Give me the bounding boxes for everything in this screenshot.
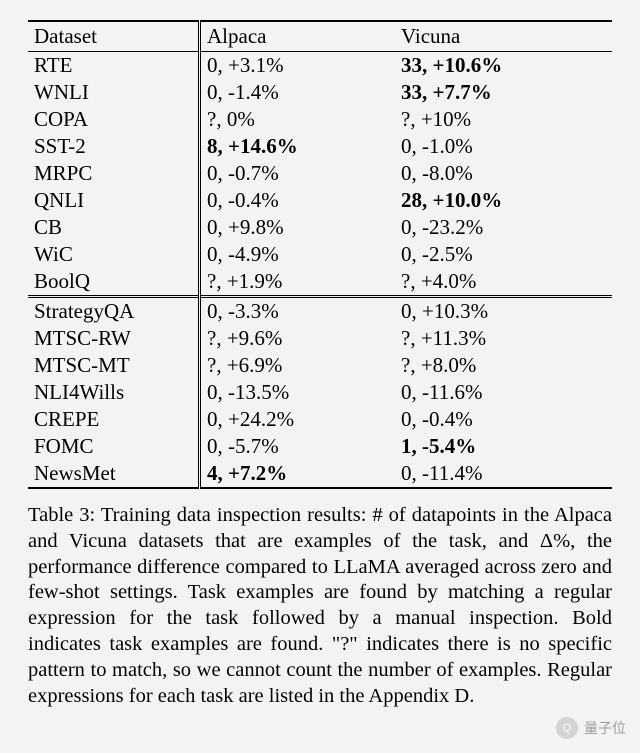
- watermark: Q 量子位: [556, 717, 626, 739]
- cell-alpaca: ?, +9.6%: [200, 325, 396, 352]
- table-row: WiC0, -4.9%0, -2.5%: [28, 241, 612, 268]
- cell-alpaca: 0, +9.8%: [200, 214, 396, 241]
- cell-vicuna: 0, -1.0%: [395, 133, 612, 160]
- watermark-text: 量子位: [584, 718, 626, 738]
- cell-alpaca: 0, -5.7%: [200, 433, 396, 460]
- results-table: Dataset Alpaca Vicuna RTE0, +3.1%33, +10…: [28, 20, 612, 489]
- cell-dataset: StrategyQA: [28, 297, 200, 326]
- cell-alpaca: 0, +3.1%: [200, 52, 396, 80]
- cell-dataset: WiC: [28, 241, 200, 268]
- cell-vicuna: 33, +10.6%: [395, 52, 612, 80]
- cell-vicuna: 0, -8.0%: [395, 160, 612, 187]
- cell-vicuna: 0, -23.2%: [395, 214, 612, 241]
- col-header-vicuna: Vicuna: [395, 21, 612, 52]
- cell-alpaca: 0, +24.2%: [200, 406, 396, 433]
- cell-vicuna: 0, +10.3%: [395, 297, 612, 326]
- cell-vicuna: 0, -2.5%: [395, 241, 612, 268]
- cell-alpaca: 0, -1.4%: [200, 79, 396, 106]
- cell-alpaca: ?, +1.9%: [200, 268, 396, 297]
- table-row: COPA?, 0%?, +10%: [28, 106, 612, 133]
- cell-vicuna: 0, -0.4%: [395, 406, 612, 433]
- table-row: MTSC-RW?, +9.6%?, +11.3%: [28, 325, 612, 352]
- cell-vicuna: 28, +10.0%: [395, 187, 612, 214]
- table-row: QNLI0, -0.4%28, +10.0%: [28, 187, 612, 214]
- cell-vicuna: 0, -11.6%: [395, 379, 612, 406]
- cell-dataset: BoolQ: [28, 268, 200, 297]
- table-row: CREPE0, +24.2%0, -0.4%: [28, 406, 612, 433]
- cell-dataset: WNLI: [28, 79, 200, 106]
- cell-dataset: NewsMet: [28, 460, 200, 488]
- cell-vicuna: ?, +11.3%: [395, 325, 612, 352]
- table-row: NLI4Wills0, -13.5%0, -11.6%: [28, 379, 612, 406]
- table-row: SST-28, +14.6%0, -1.0%: [28, 133, 612, 160]
- cell-alpaca: 0, -3.3%: [200, 297, 396, 326]
- table-row: BoolQ?, +1.9%?, +4.0%: [28, 268, 612, 297]
- cell-dataset: SST-2: [28, 133, 200, 160]
- cell-alpaca: ?, 0%: [200, 106, 396, 133]
- cell-vicuna: 1, -5.4%: [395, 433, 612, 460]
- col-header-alpaca: Alpaca: [200, 21, 396, 52]
- cell-alpaca: 0, -0.4%: [200, 187, 396, 214]
- cell-dataset: MTSC-MT: [28, 352, 200, 379]
- table-row: MRPC0, -0.7%0, -8.0%: [28, 160, 612, 187]
- col-header-dataset: Dataset: [28, 21, 200, 52]
- watermark-icon: Q: [556, 717, 578, 739]
- cell-dataset: CB: [28, 214, 200, 241]
- cell-dataset: RTE: [28, 52, 200, 80]
- cell-vicuna: ?, +8.0%: [395, 352, 612, 379]
- cell-alpaca: 0, -4.9%: [200, 241, 396, 268]
- table-row: CB0, +9.8%0, -23.2%: [28, 214, 612, 241]
- table-row: StrategyQA0, -3.3%0, +10.3%: [28, 297, 612, 326]
- table-row: NewsMet4, +7.2%0, -11.4%: [28, 460, 612, 488]
- table-row: MTSC-MT?, +6.9%?, +8.0%: [28, 352, 612, 379]
- table-caption: Table 3: Training data inspection result…: [28, 503, 612, 710]
- cell-vicuna: ?, +4.0%: [395, 268, 612, 297]
- cell-dataset: CREPE: [28, 406, 200, 433]
- cell-vicuna: 0, -11.4%: [395, 460, 612, 488]
- cell-dataset: FOMC: [28, 433, 200, 460]
- cell-alpaca: 4, +7.2%: [200, 460, 396, 488]
- table-row: WNLI0, -1.4%33, +7.7%: [28, 79, 612, 106]
- table-row: RTE0, +3.1%33, +10.6%: [28, 52, 612, 80]
- cell-dataset: COPA: [28, 106, 200, 133]
- cell-alpaca: 0, -13.5%: [200, 379, 396, 406]
- cell-dataset: MTSC-RW: [28, 325, 200, 352]
- cell-vicuna: ?, +10%: [395, 106, 612, 133]
- cell-alpaca: ?, +6.9%: [200, 352, 396, 379]
- cell-vicuna: 33, +7.7%: [395, 79, 612, 106]
- cell-dataset: NLI4Wills: [28, 379, 200, 406]
- cell-alpaca: 0, -0.7%: [200, 160, 396, 187]
- cell-dataset: QNLI: [28, 187, 200, 214]
- table-row: FOMC0, -5.7%1, -5.4%: [28, 433, 612, 460]
- cell-dataset: MRPC: [28, 160, 200, 187]
- cell-alpaca: 8, +14.6%: [200, 133, 396, 160]
